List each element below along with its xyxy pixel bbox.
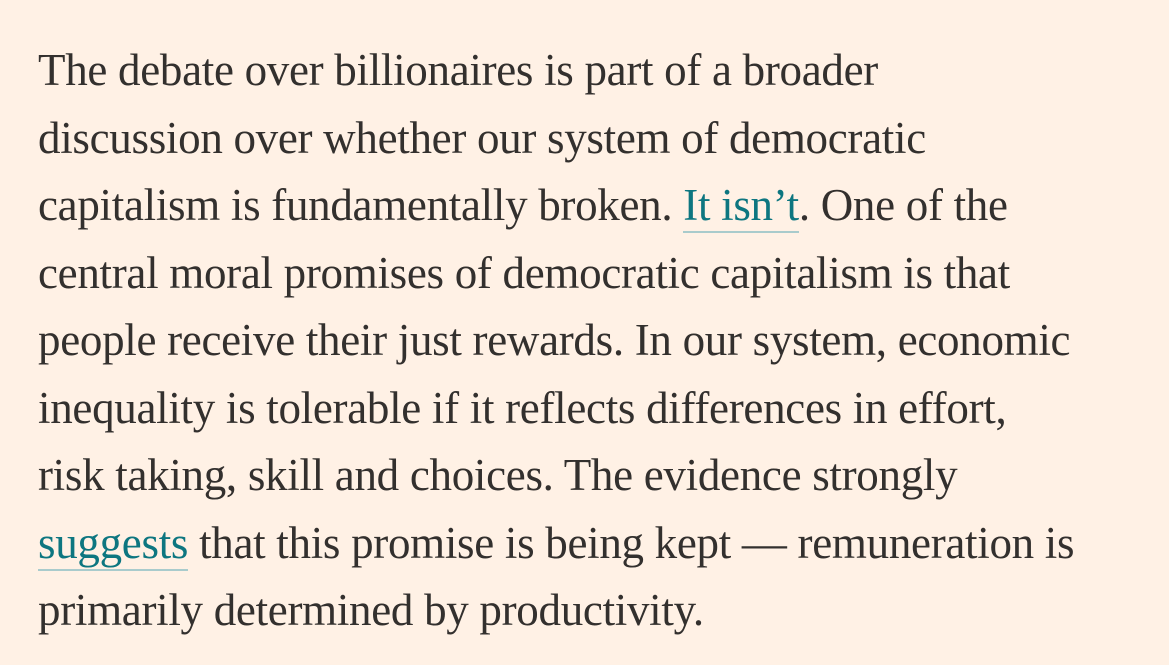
it-isnt-link[interactable]: It isn’t (683, 180, 799, 233)
line-text: . One of the (798, 180, 1008, 230)
article-paragraph: The debate over billionaires is part of … (38, 37, 1153, 645)
paragraph-line: primarily determined by productivity. (38, 585, 704, 635)
paragraph-line: people receive their just rewards. In ou… (38, 315, 1071, 365)
paragraph-line: discussion over whether our system of de… (38, 112, 926, 163)
paragraph-line: capitalism is fundamentally broken. It i… (38, 172, 1153, 240)
line-text: that this promise is being kept — remune… (188, 517, 1075, 568)
paragraph-line: central moral promises of democratic cap… (38, 247, 1010, 298)
line-text: capitalism is fundamentally broken. (38, 180, 684, 230)
paragraph-line: The debate over billionaires is part of … (38, 45, 878, 95)
paragraph-line: suggests that this promise is being kept… (38, 510, 1153, 578)
paragraph-line: risk taking, skill and choices. The evid… (38, 450, 958, 500)
suggests-link[interactable]: suggests (38, 517, 188, 571)
paragraph-line: inequality is tolerable if it reflects d… (38, 382, 1007, 433)
